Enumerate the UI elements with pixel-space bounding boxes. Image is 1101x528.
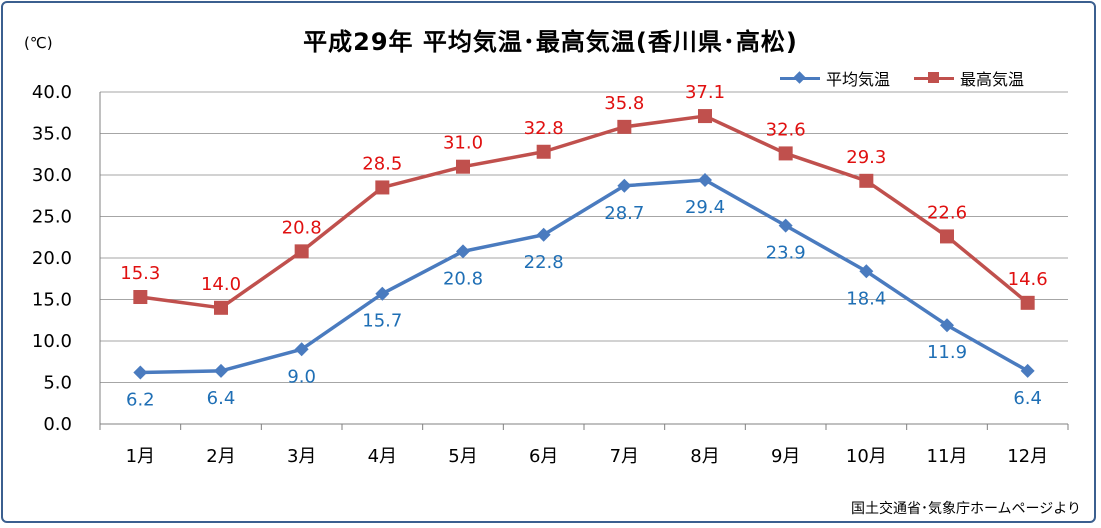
legend-swatch-max [914,71,955,85]
data-label-max: 14.6 [1008,269,1048,290]
y-tick-label: 20.0 [32,248,72,269]
legend: 平均気温 最高気温 [780,66,1024,90]
x-tick-label: 4月 [368,446,397,467]
x-tick-label: 11月 [927,446,968,467]
x-tick-label: 12月 [1007,446,1048,467]
data-point-max [456,159,470,174]
data-label-max: 28.5 [362,153,402,174]
data-label-avg: 6.4 [1013,388,1042,409]
x-tick-label: 7月 [610,446,639,467]
data-point-avg [214,363,228,378]
data-point-avg [940,318,954,333]
data-label-max: 14.0 [201,274,241,295]
legend-label-max: 最高気温 [960,70,1025,89]
data-point-max [617,119,632,134]
data-point-avg [536,227,551,242]
data-label-avg: 9.0 [287,366,316,387]
data-label-avg: 20.8 [443,268,483,289]
x-tick-label: 5月 [448,446,477,467]
x-tick-label: 8月 [690,446,719,467]
data-label-avg: 6.2 [126,390,155,411]
series-line-max [140,114,1029,310]
x-tick-label: 10月 [846,446,887,467]
data-label-max: 15.3 [120,263,160,284]
x-tick-label: 9月 [771,446,800,467]
y-tick-label: 25.0 [32,207,72,228]
data-point-avg [456,244,470,259]
data-label-avg: 6.4 [207,388,236,409]
series-line-avg [140,178,1029,375]
data-point-avg [698,172,712,187]
source-note: 国土交通省･気象庁ホームページより [850,501,1081,517]
data-point-avg [859,264,874,279]
data-point-max [214,300,228,315]
data-label-max: 35.8 [604,93,644,114]
chart-title: 平成29年 平均気温･最高気温(香川県･高松) [303,28,798,56]
y-tick-label: 15.0 [32,290,72,311]
data-label-max: 32.8 [524,118,564,139]
legend-item-avg: 平均気温 [780,66,890,90]
data-label-avg: 18.4 [846,288,886,309]
legend-swatch-avg [780,71,820,85]
data-label-max: 29.3 [846,147,886,168]
data-point-max [294,244,309,259]
data-label-max: 20.8 [282,217,322,238]
data-label-avg: 28.7 [604,203,644,224]
data-point-max [133,290,148,305]
data-point-max [859,173,874,188]
data-point-max [375,180,390,195]
y-tick-label: 0.0 [43,414,72,435]
data-point-avg [133,365,148,380]
data-label-max: 37.1 [685,82,725,103]
y-tick-label: 35.0 [32,124,72,145]
data-label-avg: 22.8 [524,252,564,273]
y-axis-unit-label: (℃) [24,34,53,52]
legend-label-avg: 平均気温 [826,70,891,89]
data-label-avg: 23.9 [766,243,806,264]
data-point-max [536,144,551,159]
y-tick-label: 10.0 [32,331,72,352]
data-label-avg: 15.7 [362,311,402,332]
data-point-avg [375,286,390,301]
x-tick-label: 1月 [126,446,155,467]
data-point-avg [617,178,632,193]
x-tick-label: 2月 [206,446,235,467]
data-point-max [1020,295,1035,310]
data-label-max: 32.6 [766,119,806,140]
x-tick-label: 6月 [529,446,558,467]
data-point-max [940,229,954,244]
data-point-max [698,109,712,124]
data-point-avg [778,218,793,233]
y-tick-label: 40.0 [32,82,72,103]
y-tick-label: 5.0 [43,373,72,394]
legend-item-max: 最高気温 [914,66,1024,90]
data-point-avg [1020,363,1035,378]
y-tick-label: 30.0 [32,165,72,186]
x-tick-label: 3月 [287,446,316,467]
data-label-max: 22.6 [927,202,967,223]
data-label-avg: 11.9 [927,342,967,363]
data-point-avg [294,342,309,357]
data-label-max: 31.0 [443,133,483,154]
data-label-avg: 29.4 [685,197,725,218]
data-point-max [778,146,793,161]
